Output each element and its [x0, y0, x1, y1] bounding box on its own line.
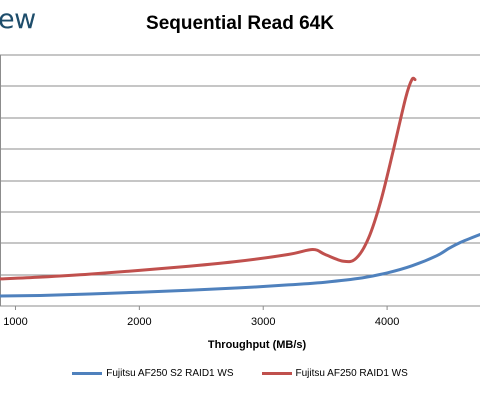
chart-title: Sequential Read 64K	[146, 13, 334, 34]
legend-item-raid1: Fujitsu AF250 RAID1 WS	[261, 368, 408, 379]
x-tick-label: 4000	[375, 316, 399, 328]
logo-text: ew	[0, 4, 36, 35]
x-tick-label: 1000	[3, 316, 27, 328]
x-axis-label: Throughput (MB/s)	[208, 339, 307, 351]
legend-label-raid1: Fujitsu AF250 RAID1 WS	[295, 368, 408, 379]
gridlines	[0, 54, 480, 276]
x-tick-label: 3000	[251, 316, 275, 328]
axes	[0, 55, 480, 310]
series-line-0	[0, 233, 480, 298]
legend-swatch-raid1	[261, 372, 292, 375]
legend-label-s2: Fujitsu AF250 S2 RAID1 WS	[106, 368, 234, 379]
x-tick-label: 2000	[127, 316, 151, 328]
series-line-1	[0, 76, 417, 281]
x-tick-labels: 1000 2000 3000 4000	[3, 316, 399, 328]
series-layer	[0, 76, 480, 298]
legend-item-s2: Fujitsu AF250 S2 RAID1 WS	[72, 368, 234, 379]
legend-swatch-s2	[72, 372, 103, 375]
legend: Fujitsu AF250 S2 RAID1 WS Fujitsu AF250 …	[0, 368, 480, 379]
